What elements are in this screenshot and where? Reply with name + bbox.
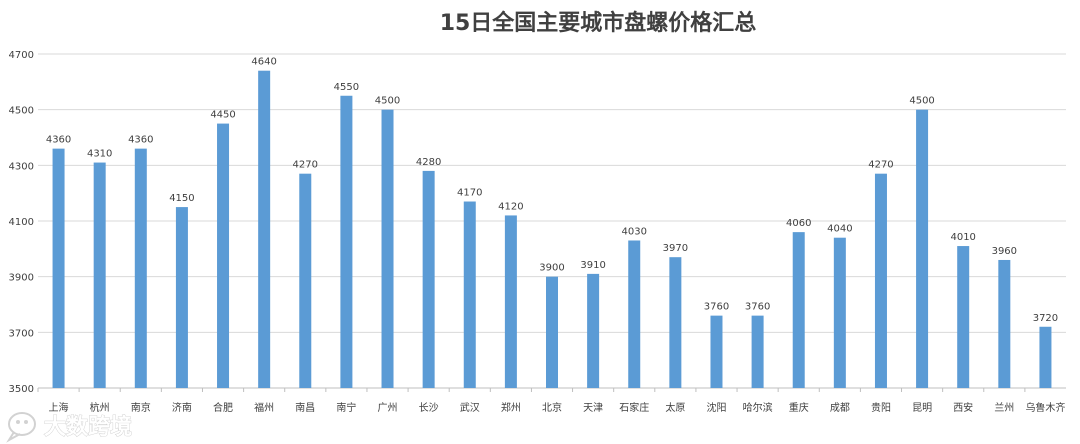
data-label: 3760: [704, 302, 729, 313]
bar: [93, 162, 106, 388]
x-axis: 上海 杭州 南京 济南 合肥 福州 南昌 南宁 广州 长沙 武汉 郑州 北京 天津 石家庄 太原 沈阳 哈尔滨 重庆…: [37, 388, 1065, 414]
x-tick-label: 长沙: [419, 402, 439, 414]
bar: [340, 95, 353, 388]
data-label: 4640: [251, 57, 276, 68]
bar: [381, 109, 394, 389]
data-label: 3900: [539, 263, 564, 274]
data-label: 4010: [950, 232, 975, 243]
data-label: 4310: [87, 149, 112, 160]
x-tick-label: 成都: [830, 402, 850, 414]
data-label: 4360: [128, 135, 153, 146]
data-label: 3760: [745, 302, 770, 313]
x-tick-label: 南宁: [336, 401, 356, 414]
x-tick-label: 上海: [49, 401, 69, 414]
data-label: 4040: [827, 224, 852, 235]
y-tick-label: 3500: [9, 384, 34, 395]
data-label: 3910: [580, 260, 605, 271]
bar: [1039, 326, 1052, 388]
x-tick-label: 武汉: [460, 401, 480, 414]
bar: [546, 276, 558, 388]
data-label: 4170: [457, 188, 482, 199]
y-tick-label: 3900: [9, 273, 34, 284]
bar: [874, 173, 887, 388]
bar: [175, 207, 188, 388]
data-label: 4270: [293, 160, 318, 171]
bar: [504, 215, 517, 388]
data-label: 4120: [498, 201, 523, 212]
x-tick-label: 杭州: [90, 401, 110, 414]
bar: [134, 148, 147, 388]
y-tick-label: 4300: [9, 161, 34, 172]
y-axis: 3500 3700 3900 4100 4300 4500 4700: [9, 50, 34, 395]
bar: [998, 259, 1011, 388]
x-tick-label: 哈尔滨: [743, 401, 773, 414]
x-tick-label: 合肥: [213, 401, 233, 414]
data-label: 3720: [1033, 313, 1058, 324]
x-tick-label: 西安: [953, 401, 973, 414]
y-tick-label: 4500: [9, 106, 34, 117]
bar: [751, 315, 764, 388]
x-tick-label: 昆明: [912, 402, 932, 414]
bar: [217, 123, 230, 388]
x-tick-label: 太原: [665, 401, 685, 414]
data-labels: 4360 4310 4360 4150 4450 4640 4270 4550 4500 4280…: [46, 57, 1058, 324]
x-tick-label: 贵阳: [871, 401, 891, 414]
speech-bubble-logo-icon: [6, 412, 36, 443]
x-tick-label: 重庆: [789, 401, 809, 414]
chart-title: 15日全国主要城市盘螺价格汇总: [440, 10, 757, 36]
x-tick-label: 乌鲁木齐: [1025, 401, 1065, 414]
watermark: 大数跨境: [6, 412, 132, 443]
bar: [628, 240, 641, 388]
bar: [669, 257, 682, 388]
bar: [587, 273, 600, 388]
data-label: 4450: [210, 110, 235, 121]
bars: [52, 70, 1052, 389]
data-label: 4060: [786, 218, 811, 229]
data-label: 4500: [909, 96, 934, 107]
x-tick-label: 兰州: [994, 401, 1014, 414]
bar: [916, 109, 929, 389]
x-tick-label: 石家庄: [619, 401, 649, 414]
x-tick-label: 沈阳: [706, 401, 726, 414]
bar: [833, 237, 846, 388]
bar: [957, 246, 970, 388]
watermark-text: 大数跨境: [44, 414, 132, 440]
x-tick-label: 郑州: [501, 401, 521, 414]
x-tick-label: 广州: [378, 402, 398, 414]
data-label: 3960: [992, 246, 1017, 257]
x-tick-label: 天津: [583, 402, 603, 414]
data-label: 4360: [46, 135, 71, 146]
data-label: 3970: [663, 243, 688, 254]
x-tick-label: 济南: [172, 401, 192, 414]
data-label: 4550: [334, 82, 359, 93]
bar: [463, 201, 476, 388]
y-tick-label: 3700: [9, 328, 34, 339]
data-label: 4280: [416, 157, 441, 168]
bar: [710, 315, 723, 388]
bar: [52, 148, 65, 388]
data-label: 4150: [169, 193, 194, 204]
bar: [258, 70, 271, 388]
x-tick-label: 北京: [542, 401, 562, 414]
x-tick-label: 福州: [254, 401, 274, 414]
bar: [792, 232, 805, 388]
data-label: 4500: [375, 96, 400, 107]
y-tick-label: 4700: [9, 50, 34, 61]
data-label: 4030: [622, 226, 647, 237]
x-tick-label: 南京: [131, 401, 151, 414]
bar: [422, 170, 435, 388]
bar: [299, 173, 312, 388]
data-label: 4270: [868, 160, 893, 171]
x-tick-label: 南昌: [295, 401, 315, 414]
y-tick-label: 4100: [9, 217, 34, 228]
